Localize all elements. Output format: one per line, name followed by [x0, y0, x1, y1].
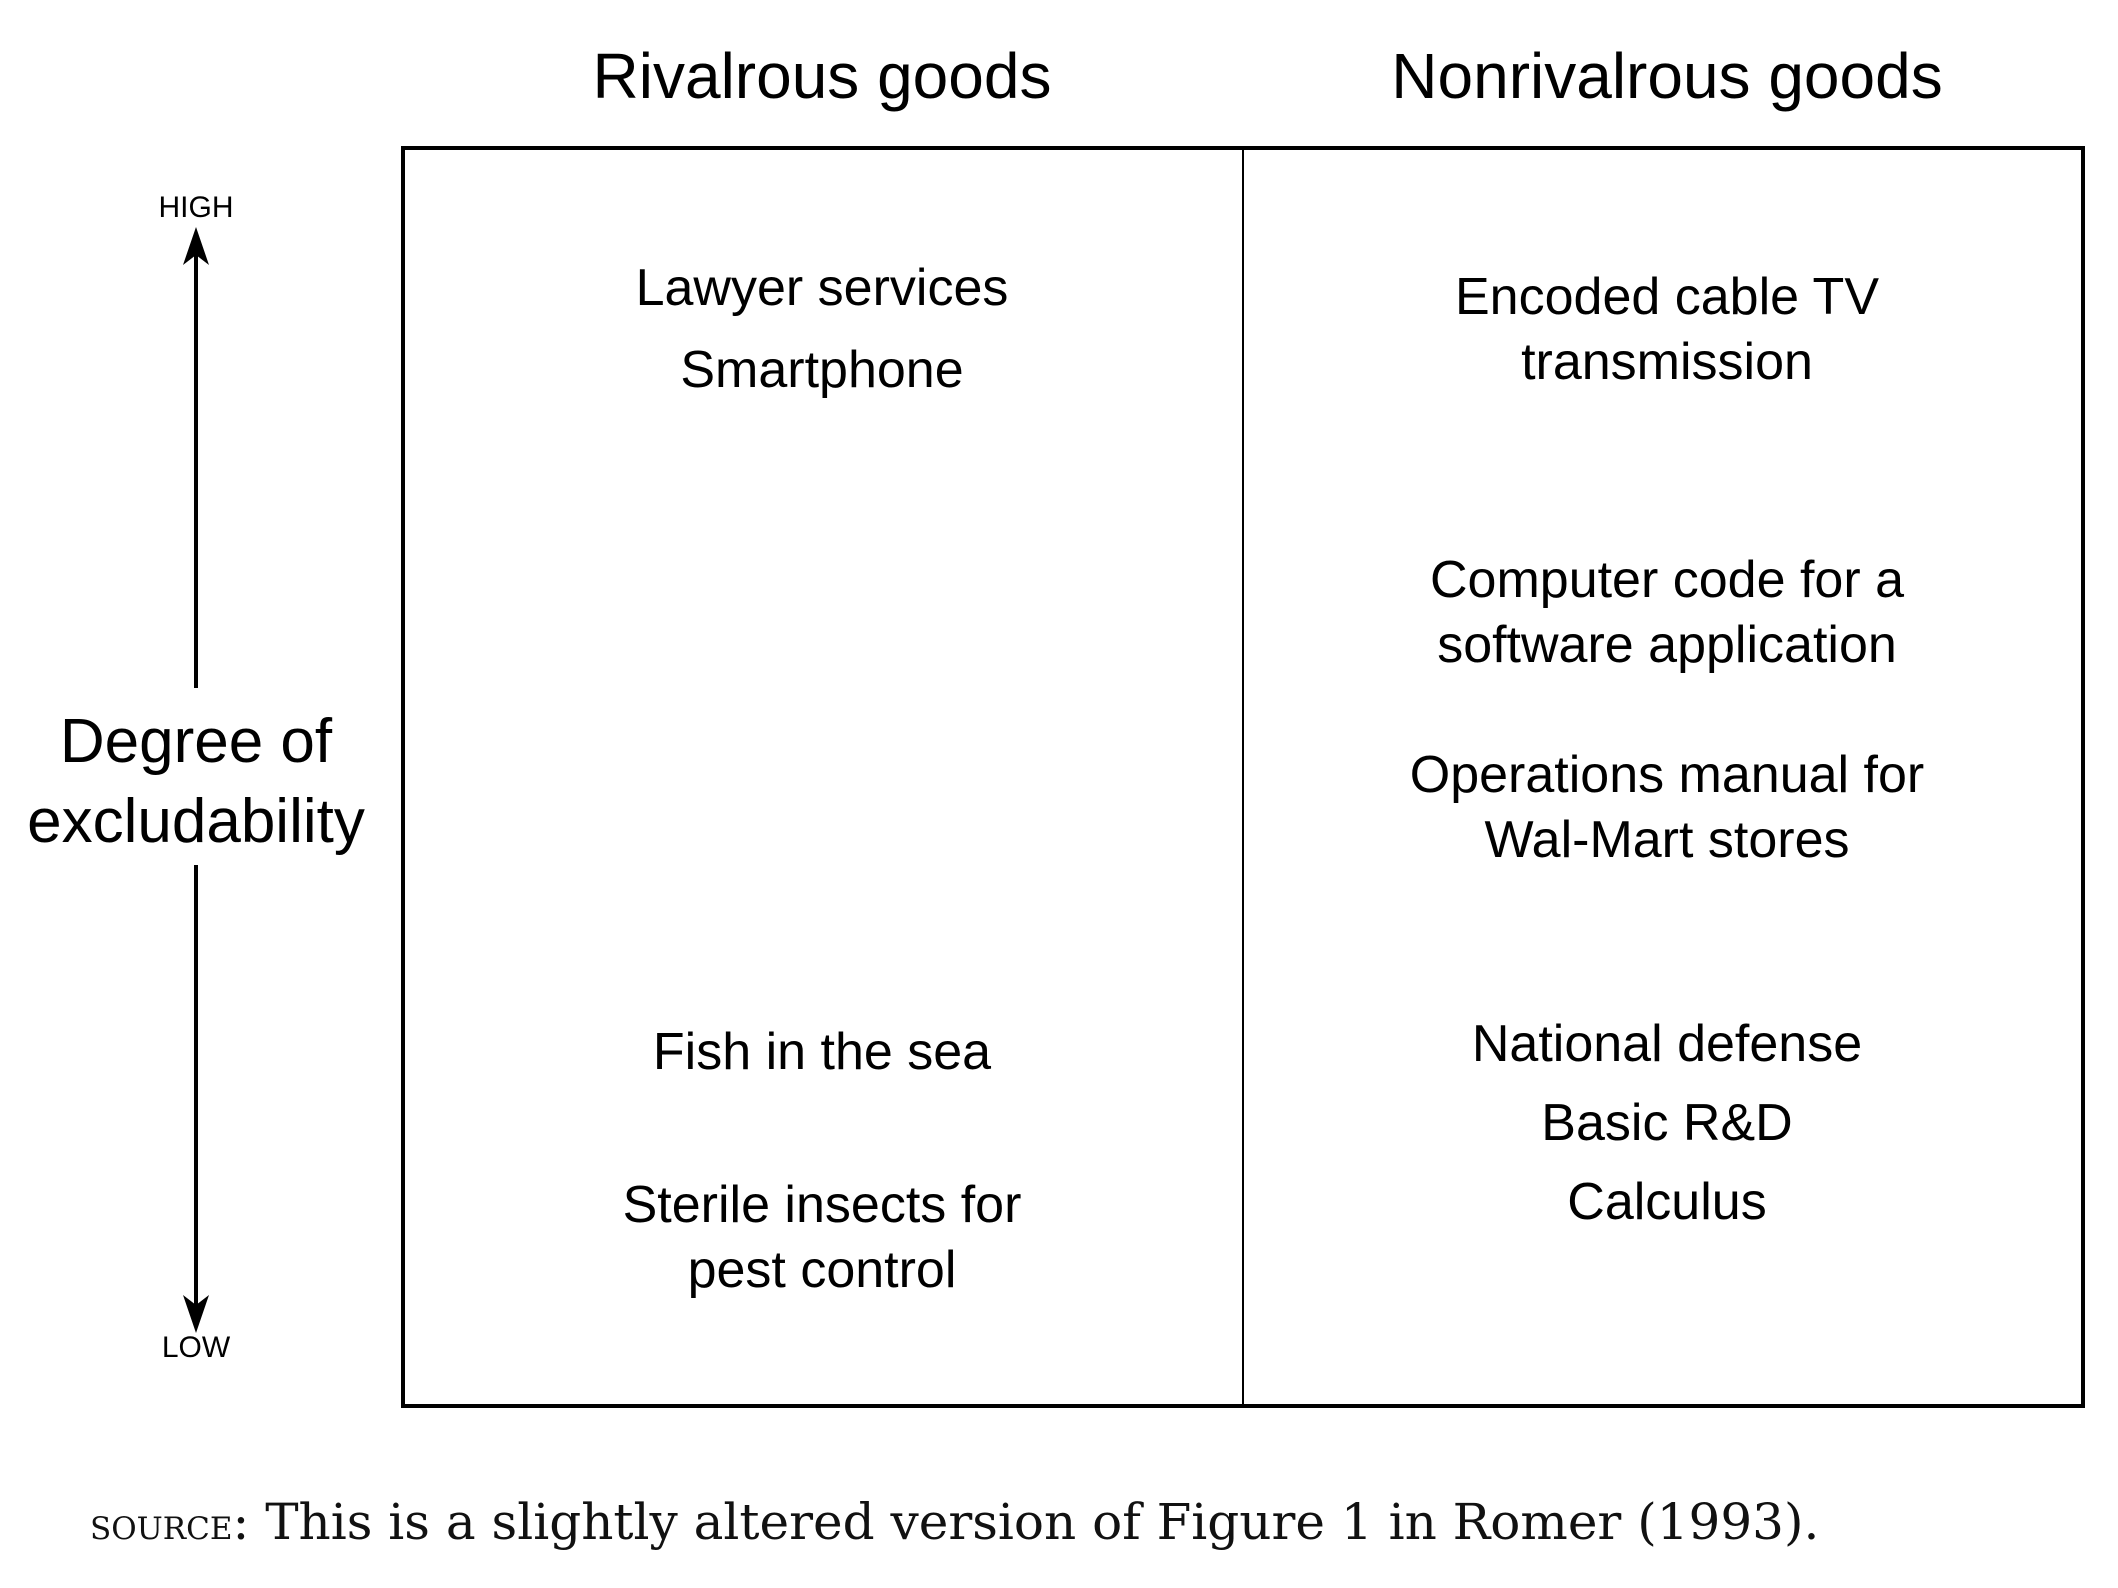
rivalrous-goods-header: Rivalrous goods — [592, 40, 1052, 112]
item-cable-tv-line1: Encoded cable TV — [1455, 268, 1879, 326]
source-label: SOURCE — [90, 1499, 233, 1550]
item-sterile-insects-line1: Sterile insects for — [622, 1176, 1022, 1234]
item-basic-rd: Basic R&D — [1541, 1094, 1793, 1152]
item-national-defense: National defense — [1471, 1015, 1863, 1073]
axis-up-arrowhead — [183, 227, 209, 265]
item-smartphone: Smartphone — [680, 341, 964, 399]
axis-low-label: LOW — [161, 1331, 231, 1364]
axis-title-line2: excludability — [27, 787, 365, 856]
item-fish-in-the-sea: Fish in the sea — [652, 1023, 992, 1081]
item-operations-manual-line2: Wal-Mart stores — [1484, 811, 1850, 869]
source-text: : This is a slightly altered version of … — [232, 1493, 1820, 1551]
axis-down-arrowhead — [183, 1295, 209, 1333]
item-operations-manual-line1: Operations manual for — [1409, 746, 1925, 804]
item-sterile-insects-line2: pest control — [687, 1241, 957, 1299]
item-calculus: Calculus — [1567, 1173, 1767, 1231]
item-lawyer-services: Lawyer services — [635, 259, 1009, 317]
axis-high-label: HIGH — [158, 191, 234, 224]
item-computer-code-line2: software application — [1437, 616, 1897, 674]
item-computer-code-line1: Computer code for a — [1429, 551, 1905, 609]
column-divider — [1242, 148, 1244, 1406]
excludability-axis-arrow — [183, 227, 209, 1333]
item-cable-tv-line2: transmission — [1521, 333, 1813, 391]
source-note: SOURCE: This is a slightly altered versi… — [90, 1490, 1819, 1557]
axis-title: Degree of excludability — [0, 702, 396, 862]
nonrivalrous-goods-header: Nonrivalrous goods — [1391, 40, 1943, 112]
axis-title-line1: Degree of — [59, 707, 333, 776]
